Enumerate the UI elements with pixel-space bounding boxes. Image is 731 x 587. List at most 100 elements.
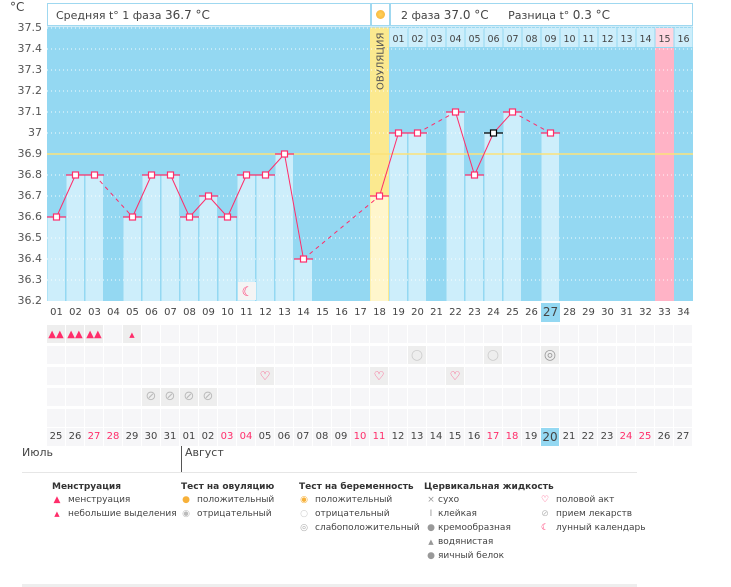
marker-cell[interactable] (541, 388, 559, 406)
marker-cell[interactable] (66, 367, 84, 385)
marker-cell[interactable] (161, 388, 179, 406)
calendar-date[interactable]: 04 (237, 428, 255, 446)
marker-cell[interactable] (579, 409, 597, 427)
marker-cell[interactable] (180, 367, 198, 385)
calendar-date[interactable]: 19 (522, 428, 540, 446)
marker-cell[interactable] (104, 346, 122, 364)
cycle-day-label[interactable]: 19 (392, 307, 405, 318)
cycle-day-label[interactable]: 15 (316, 307, 329, 318)
cycle-day-label[interactable]: 14 (297, 307, 310, 318)
marker-cell[interactable] (503, 325, 521, 343)
marker-cell[interactable] (199, 409, 217, 427)
calendar-date[interactable]: 06 (275, 428, 293, 446)
marker-cell[interactable] (237, 388, 255, 406)
marker-cell[interactable] (332, 367, 350, 385)
marker-cell[interactable] (427, 325, 445, 343)
marker-cell[interactable] (351, 367, 369, 385)
marker-cell[interactable] (161, 346, 179, 364)
cycle-day-label[interactable]: 25 (506, 307, 519, 318)
cycle-day-label[interactable]: 22 (449, 307, 462, 318)
marker-cell[interactable] (465, 367, 483, 385)
marker-cell[interactable] (503, 367, 521, 385)
marker-cell[interactable] (142, 346, 160, 364)
marker-cell[interactable] (598, 409, 616, 427)
marker-cell[interactable] (180, 409, 198, 427)
calendar-date[interactable]: 31 (161, 428, 179, 446)
marker-cell[interactable] (370, 388, 388, 406)
marker-cell[interactable] (66, 346, 84, 364)
marker-cell[interactable] (674, 388, 692, 406)
marker-cell[interactable] (560, 388, 578, 406)
marker-cell[interactable] (617, 367, 635, 385)
marker-cell[interactable] (579, 346, 597, 364)
calendar-date[interactable]: 08 (313, 428, 331, 446)
marker-cell[interactable] (275, 346, 293, 364)
cycle-day-label[interactable]: 10 (221, 307, 234, 318)
marker-cell[interactable] (655, 346, 673, 364)
calendar-date[interactable]: 30 (142, 428, 160, 446)
cycle-day-label[interactable]: 28 (563, 307, 576, 318)
cycle-day-label[interactable]: 17 (354, 307, 367, 318)
calendar-date[interactable]: 16 (465, 428, 483, 446)
marker-cell[interactable] (465, 409, 483, 427)
marker-cell[interactable] (85, 325, 103, 343)
marker-cell[interactable] (617, 409, 635, 427)
calendar-date[interactable]: 01 (180, 428, 198, 446)
calendar-date[interactable]: 28 (104, 428, 122, 446)
marker-cell[interactable] (104, 409, 122, 427)
cycle-day-label[interactable]: 31 (620, 307, 633, 318)
cycle-day-label[interactable]: 27 (541, 303, 560, 322)
marker-cell[interactable] (332, 346, 350, 364)
marker-cell[interactable] (408, 388, 426, 406)
marker-cell[interactable] (522, 346, 540, 364)
marker-cell[interactable] (332, 325, 350, 343)
marker-cell[interactable] (313, 325, 331, 343)
calendar-date[interactable]: 12 (389, 428, 407, 446)
marker-cell[interactable] (180, 346, 198, 364)
marker-cell[interactable] (351, 388, 369, 406)
marker-cell[interactable] (275, 409, 293, 427)
marker-cell[interactable] (47, 325, 65, 343)
marker-cell[interactable] (617, 388, 635, 406)
marker-cell[interactable] (655, 409, 673, 427)
marker-cell[interactable] (655, 367, 673, 385)
cycle-day-label[interactable]: 08 (183, 307, 196, 318)
marker-cell[interactable] (636, 346, 654, 364)
marker-cell[interactable] (484, 325, 502, 343)
calendar-date[interactable]: 27 (85, 428, 103, 446)
cycle-day-label[interactable]: 06 (145, 307, 158, 318)
marker-cell[interactable] (66, 325, 84, 343)
marker-cell[interactable] (636, 409, 654, 427)
marker-cell[interactable] (275, 367, 293, 385)
marker-cell[interactable] (294, 325, 312, 343)
marker-cell[interactable] (199, 346, 217, 364)
marker-cell[interactable] (313, 367, 331, 385)
marker-cell[interactable] (256, 388, 274, 406)
marker-cell[interactable] (370, 367, 388, 385)
cycle-day-label[interactable]: 21 (430, 307, 443, 318)
cycle-day-label[interactable]: 11 (240, 307, 253, 318)
marker-cell[interactable] (674, 367, 692, 385)
marker-cell[interactable] (161, 325, 179, 343)
marker-cell[interactable] (408, 325, 426, 343)
cycle-day-label[interactable]: 18 (373, 307, 386, 318)
marker-cell[interactable] (256, 367, 274, 385)
cycle-day-label[interactable]: 34 (677, 307, 690, 318)
marker-cell[interactable] (446, 346, 464, 364)
cycle-day-label[interactable]: 09 (202, 307, 215, 318)
marker-cell[interactable] (484, 409, 502, 427)
calendar-date[interactable]: 02 (199, 428, 217, 446)
cycle-day-label[interactable]: 20 (411, 307, 424, 318)
calendar-date[interactable]: 11 (370, 428, 388, 446)
marker-cell[interactable] (598, 346, 616, 364)
marker-cell[interactable] (636, 367, 654, 385)
marker-cell[interactable] (275, 388, 293, 406)
marker-cell[interactable] (332, 409, 350, 427)
marker-cell[interactable] (66, 409, 84, 427)
marker-cell[interactable] (560, 367, 578, 385)
marker-cell[interactable] (579, 367, 597, 385)
marker-cell[interactable] (123, 325, 141, 343)
marker-cell[interactable] (408, 367, 426, 385)
calendar-date[interactable]: 25 (636, 428, 654, 446)
marker-cell[interactable] (85, 346, 103, 364)
